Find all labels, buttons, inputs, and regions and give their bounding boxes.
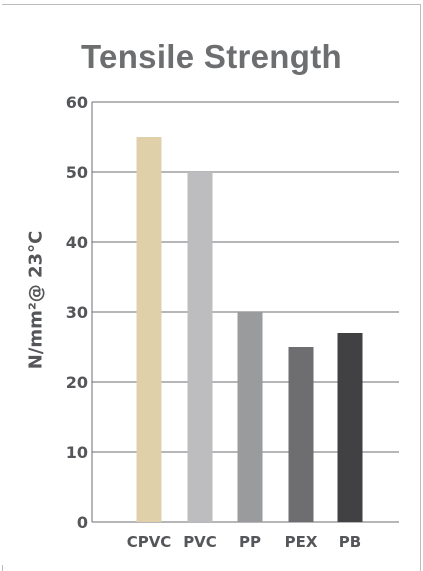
y-tick-label: 10	[66, 443, 88, 462]
x-tick-labels: CPVC PVC PP PEX PB	[127, 533, 362, 551]
x-tick-label-pp: PP	[239, 533, 261, 551]
bar-pvc	[187, 172, 213, 522]
chart-frame	[2, 4, 421, 571]
y-tick-label: 0	[77, 513, 88, 532]
bar-pp	[237, 312, 263, 522]
bar-cpvc	[136, 137, 162, 522]
y-tick-label: 60	[66, 93, 88, 112]
bars	[136, 137, 363, 522]
bar-pex	[288, 347, 314, 522]
x-tick-label-pvc: PVC	[183, 533, 217, 551]
y-tick-label: 30	[66, 303, 88, 322]
bar-pb	[337, 333, 363, 522]
y-tick-label: 50	[66, 163, 88, 182]
x-tick-label-cpvc: CPVC	[127, 533, 172, 551]
y-tick-label: 20	[66, 373, 88, 392]
x-tick-label-pb: PB	[339, 533, 361, 551]
y-tick-labels: 0 10 20 30 40 50 60	[66, 93, 88, 532]
x-tick-label-pex: PEX	[285, 533, 318, 551]
chart-title: Tensile Strength	[81, 38, 342, 75]
y-tick-label: 40	[66, 233, 88, 252]
frame-edge	[2, 565, 6, 571]
